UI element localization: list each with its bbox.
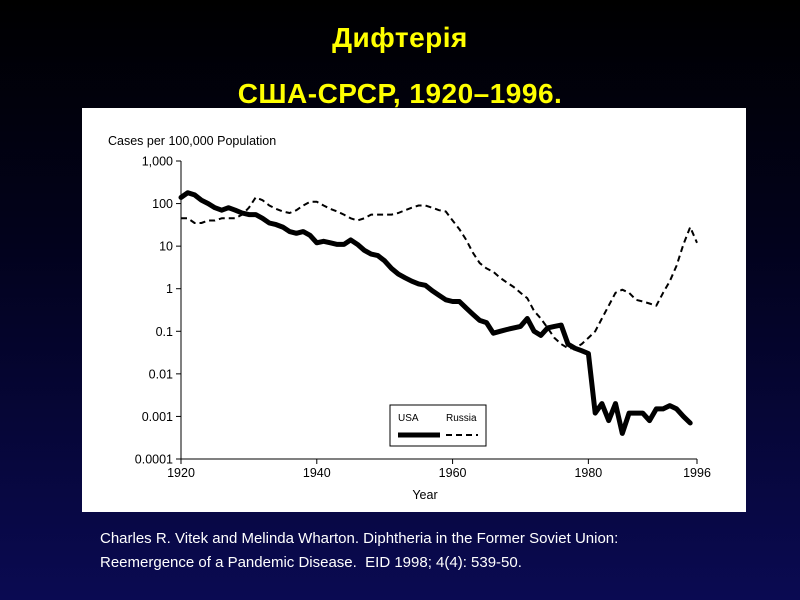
slide-title-line2: США-СРСР, 1920–1996. (237, 78, 563, 109)
chart-panel: 0.0001 0.001 0.01 0.1 1 10 100 1,000 1920 1940 196… (82, 108, 746, 512)
x-tick-label: 1980 (574, 466, 602, 480)
caption-article-title-part1: Diphtheria in the Former Soviet Union: (359, 530, 619, 547)
y-tick-label: 10 (159, 240, 173, 254)
y-tick-label: 1 (166, 282, 173, 296)
x-tick-label: 1940 (303, 466, 331, 480)
y-tick-label: 0.001 (142, 410, 173, 424)
caption-authors: Charles R. Vitek and Melinda Wharton. (100, 530, 360, 547)
caption-article-title-part2: Reemergence of a Pandemic Disease. (100, 554, 357, 571)
caption-citation: EID 1998; 4(4): 539-50. (356, 554, 522, 571)
series-line-russia (181, 196, 698, 350)
y-tick-label: 100 (152, 197, 173, 211)
diphtheria-chart: 0.0001 0.001 0.01 0.1 1 10 100 1,000 1920 1940 196… (108, 134, 711, 502)
y-tick-label: 0.1 (156, 325, 173, 339)
x-tick-label: 1960 (439, 466, 467, 480)
slide-title-line1: Дифтерія (332, 22, 468, 53)
y-tick-label: 0.0001 (135, 453, 173, 467)
legend-label-russia: Russia (446, 413, 477, 424)
x-tick-label: 1996 (683, 466, 711, 480)
y-tick-label: 0.01 (149, 367, 173, 381)
x-axis-label: Year (412, 488, 437, 502)
legend-box (389, 404, 487, 447)
y-axis-label: Cases per 100,000 Population (108, 134, 276, 148)
caption-line2: Reemergence of a Pandemic Disease. EID 1… (100, 551, 780, 575)
series-line-usa (178, 190, 693, 436)
y-tick-label: 1,000 (142, 155, 173, 169)
x-tick-label: 1920 (167, 466, 195, 480)
caption-line1: Charles R. Vitek and Melinda Wharton. Di… (100, 527, 780, 551)
legend-label-usa: USA (398, 413, 419, 424)
